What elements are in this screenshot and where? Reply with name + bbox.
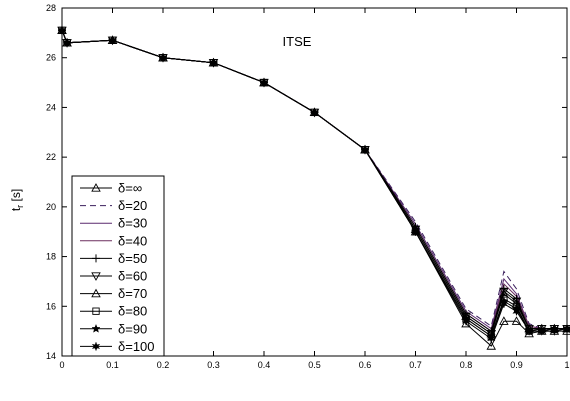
- data-point: [499, 287, 509, 297]
- legend: δ=∞ δ=20 δ=30 δ=40 δ=50 δ=60 δ=70 δ=80 δ=90 δ=100: [71, 175, 165, 357]
- legend-label: δ=20: [118, 198, 147, 213]
- legend-label: δ=40: [118, 233, 147, 248]
- data-point: [486, 333, 496, 344]
- x-tick-label: 0.3: [207, 360, 220, 370]
- y-tick-label: 22: [46, 152, 56, 162]
- y-tick-label: 28: [46, 3, 56, 13]
- legend-label: δ=100: [118, 339, 155, 354]
- legend-marker: [91, 341, 101, 352]
- x-tick-label: 0.6: [359, 360, 372, 370]
- x-tick-label: 0.1: [106, 360, 119, 370]
- data-point: [461, 318, 471, 328]
- y-tick-label: 14: [46, 351, 56, 361]
- legend-marker: [91, 288, 101, 298]
- data-point: [461, 316, 471, 327]
- legend-item: δ=40: [80, 233, 147, 248]
- legend-marker: [91, 183, 101, 192]
- y-tick-label: 16: [46, 301, 56, 311]
- legend-label: δ=70: [118, 286, 147, 301]
- data-point: [562, 323, 570, 334]
- x-tick-label: 0: [59, 360, 64, 370]
- legend-marker: [92, 254, 100, 263]
- data-point: [209, 57, 218, 68]
- legend-label: δ=90: [118, 321, 147, 336]
- y-tick-label: 24: [46, 102, 56, 112]
- legend-item: δ=100: [80, 339, 155, 354]
- legend-marker: [91, 323, 101, 333]
- y-tick-label: 20: [46, 202, 56, 212]
- svg-text:tr [s]: tr [s]: [9, 189, 25, 211]
- data-point: [411, 226, 420, 237]
- legend-item: δ=20: [80, 198, 147, 213]
- x-tick-label: 0.2: [157, 360, 170, 370]
- data-point: [108, 35, 117, 46]
- legend-item: δ=70: [80, 286, 147, 301]
- y-tick-label: 18: [46, 252, 56, 262]
- chart-title: ITSE: [283, 34, 312, 49]
- legend-item: δ=∞: [80, 181, 142, 196]
- legend-label: δ=60: [118, 269, 147, 284]
- x-tick-label: 0.9: [510, 360, 523, 370]
- data-point: [360, 144, 370, 155]
- legend-item: δ=60: [80, 269, 147, 284]
- y-axis-title-main: t: [9, 207, 23, 211]
- legend-item: δ=90: [80, 321, 147, 336]
- legend-label: δ=∞: [118, 181, 142, 196]
- legend-item: δ=50: [80, 251, 147, 266]
- axis-ticks: 0 0.1 0.2 0.3 0.4 0.5 0.6 0.7 0.8 0.9 1 14 16 18 20 22 2…: [46, 3, 570, 370]
- x-tick-label: 1: [564, 360, 569, 370]
- data-point: [499, 316, 509, 325]
- y-tick-label: 26: [46, 53, 56, 63]
- y-axis-title: tr [s]: [9, 189, 25, 211]
- legend-label: δ=80: [118, 304, 147, 319]
- data-point: [511, 316, 522, 325]
- data-point: [62, 37, 72, 48]
- x-tick-label: 0.7: [409, 360, 422, 370]
- x-tick-label: 0.4: [258, 360, 271, 370]
- legend-label: δ=50: [118, 251, 147, 266]
- legend-item: δ=80: [80, 304, 147, 319]
- series-9: [57, 25, 570, 344]
- legend-item: δ=30: [80, 216, 147, 231]
- data-point: [524, 326, 534, 337]
- series-layer: [57, 25, 570, 350]
- data-point: [550, 326, 559, 337]
- data-point: [512, 306, 521, 317]
- data-point: [310, 107, 319, 118]
- y-axis-title-unit: [s]: [9, 189, 23, 205]
- legend-marker: [91, 272, 101, 281]
- x-tick-label: 0.8: [460, 360, 473, 370]
- data-point: [537, 326, 547, 337]
- data-point: [486, 341, 497, 350]
- legend-marker: [92, 307, 100, 315]
- data-point: [259, 77, 269, 88]
- y-axis-title-sub: r: [15, 205, 25, 208]
- legend-label: δ=30: [118, 216, 147, 231]
- data-point: [158, 52, 168, 63]
- data-point: [57, 25, 67, 36]
- data-point: [499, 298, 509, 309]
- x-tick-label: 0.5: [308, 360, 321, 370]
- legend-box: [71, 175, 165, 357]
